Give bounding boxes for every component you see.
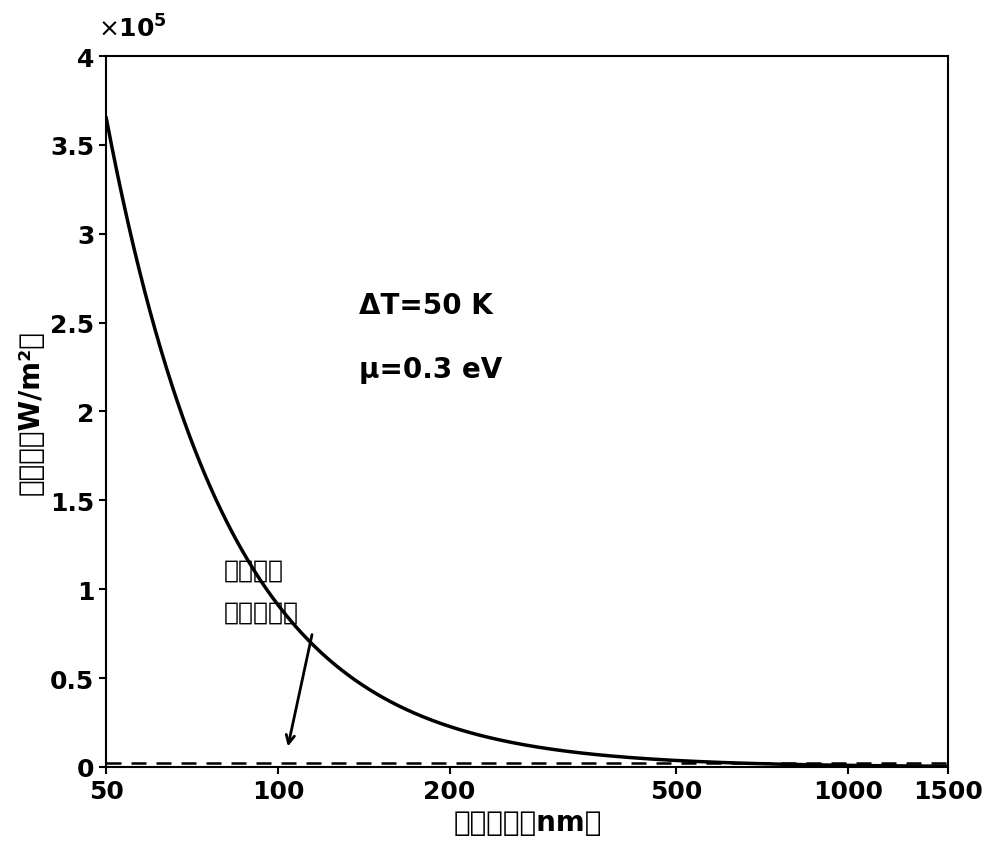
Text: 射定律极限: 射定律极限 xyxy=(224,601,299,624)
Y-axis label: 传热量（W/m²）: 传热量（W/m²） xyxy=(17,329,45,495)
Text: ΔT=50 K: ΔT=50 K xyxy=(359,292,493,320)
Text: μ=0.3 eV: μ=0.3 eV xyxy=(359,356,502,383)
Text: 普朗克辐: 普朗克辐 xyxy=(224,558,284,582)
Text: $\times\mathbf{10^5}$: $\times\mathbf{10^5}$ xyxy=(98,15,167,43)
X-axis label: 近场间距（nm）: 近场间距（nm） xyxy=(453,809,602,836)
